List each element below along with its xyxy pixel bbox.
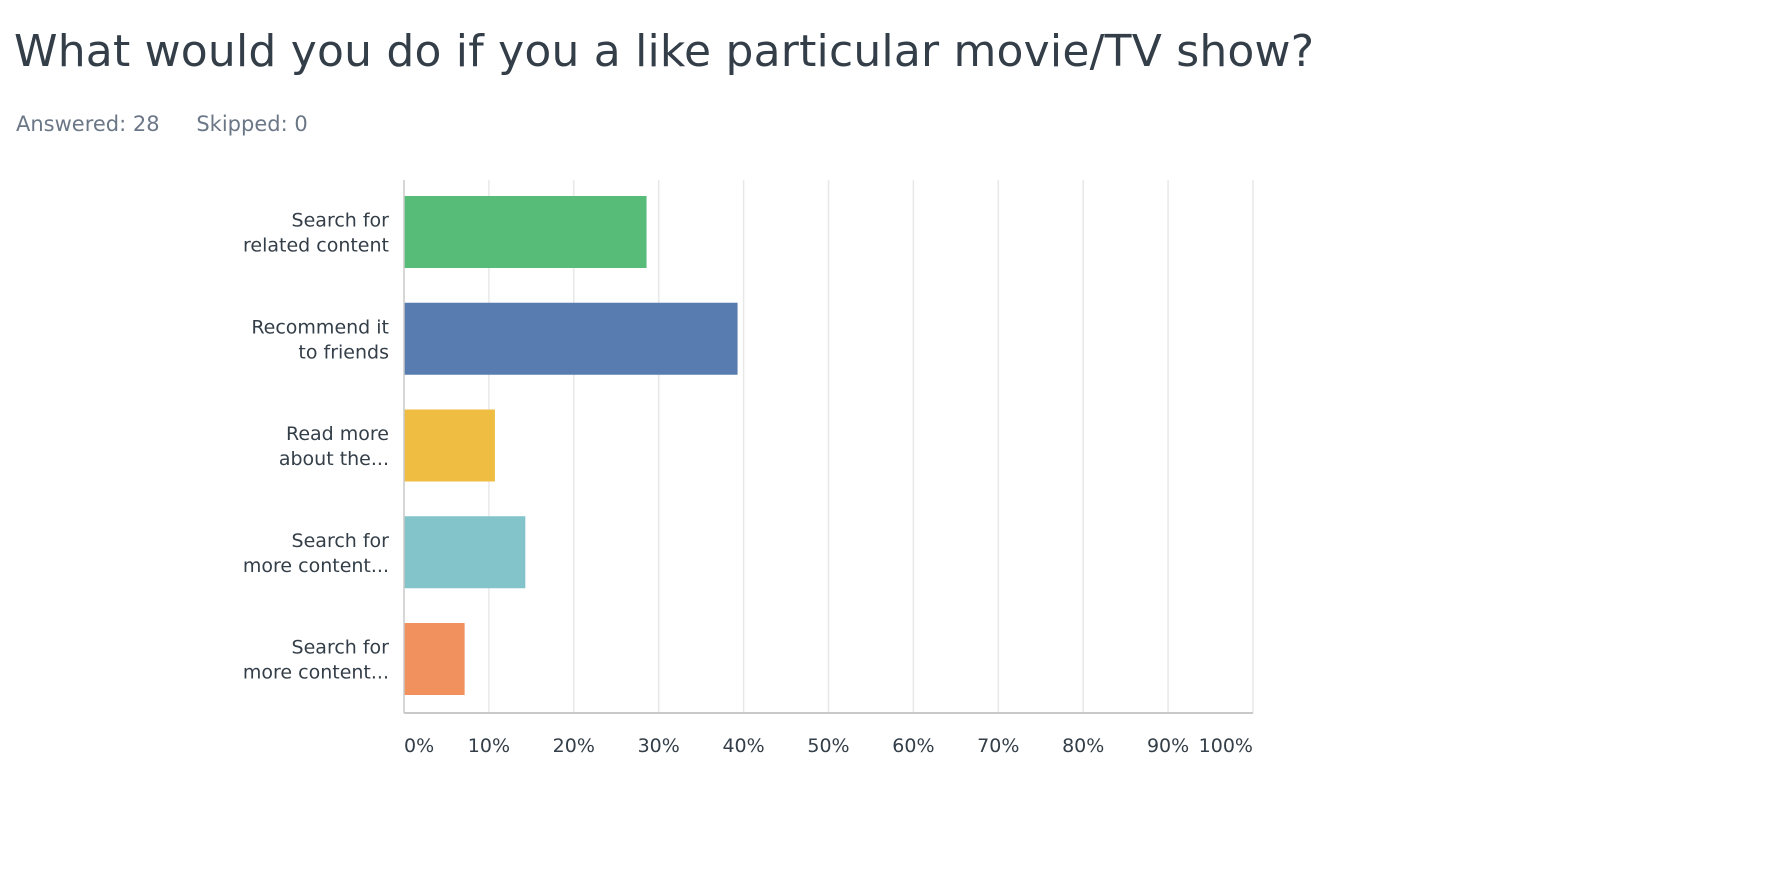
category-labels: Search for related content Recommend it to … [243, 210, 389, 684]
category-label: Read more about the... [279, 423, 389, 470]
bars [404, 196, 738, 695]
x-tick-label: 90% [1147, 735, 1189, 757]
skipped-value: 0 [294, 112, 308, 136]
category-label-line: Recommend it [251, 316, 389, 338]
x-tick-label: 70% [977, 735, 1019, 757]
answered-count: Answered: 28 [16, 112, 160, 136]
x-tick-label: 60% [892, 735, 934, 757]
category-label: Recommend it to friends [251, 316, 389, 363]
answered-value: 28 [132, 112, 160, 136]
x-tick-label: 50% [807, 735, 849, 757]
category-label-line: Search for [292, 210, 390, 232]
x-tick-label: 80% [1062, 735, 1104, 757]
x-tick-label: 30% [638, 735, 680, 757]
bar [404, 196, 647, 268]
answered-label: Answered: [16, 112, 127, 136]
x-tick-label: 20% [553, 735, 595, 757]
bar [404, 409, 495, 482]
skipped-count: Skipped: 0 [196, 112, 307, 136]
gridlines [488, 180, 1254, 713]
question-title: What would you do if you a like particul… [14, 26, 1315, 77]
category-label-line: more content... [243, 555, 389, 577]
category-label: Search for related content [243, 210, 389, 257]
bar [404, 623, 465, 695]
category-label-line: about the... [279, 448, 389, 470]
bar [404, 302, 738, 375]
category-label-line: Search for [292, 637, 390, 659]
category-label-line: Read more [286, 423, 389, 445]
x-tick-label: 100% [1199, 735, 1253, 757]
x-tick-labels: 0% 10% 20% 30% 40% 50% 60% 70% 80% 90% 100% [404, 735, 1253, 757]
category-label-line: to friends [298, 341, 389, 363]
category-label-line: Search for [292, 530, 390, 552]
axes [403, 180, 1253, 714]
bar [404, 516, 526, 589]
category-label: Search for more content... [243, 637, 389, 684]
category-label-line: related content [243, 235, 389, 257]
response-stats: Answered: 28 Skipped: 0 [16, 112, 338, 136]
skipped-label: Skipped: [196, 112, 288, 136]
x-tick-label: 0% [404, 735, 434, 757]
x-tick-label: 10% [468, 735, 510, 757]
x-tick-label: 40% [722, 735, 764, 757]
category-label-line: more content... [243, 662, 389, 684]
category-label: Search for more content... [243, 530, 389, 577]
